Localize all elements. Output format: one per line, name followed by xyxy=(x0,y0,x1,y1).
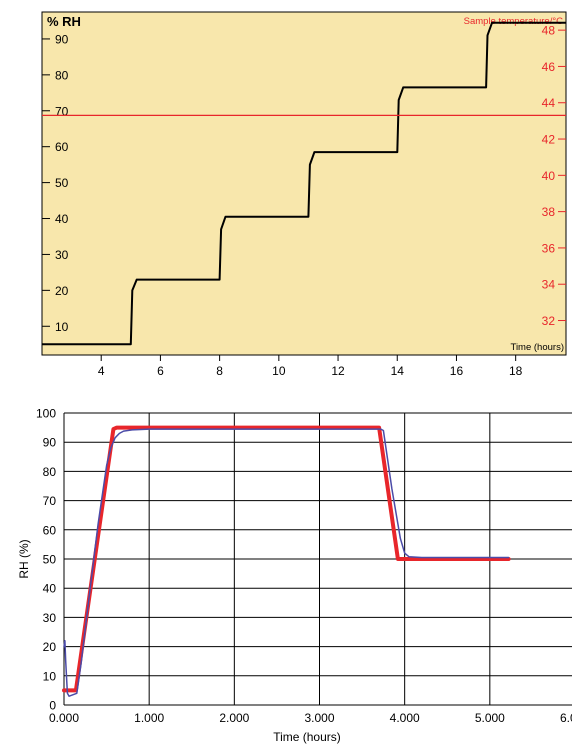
y-tick-label: 70 xyxy=(43,494,57,508)
y-tick-label: 50 xyxy=(55,176,69,190)
y-tick-label: 50 xyxy=(43,553,57,567)
x-tick-label: 4.000 xyxy=(390,711,420,725)
y-tick-label: 90 xyxy=(43,436,57,450)
x-tick-label: 0.000 xyxy=(49,711,79,725)
y-tick-label: 0 xyxy=(49,699,56,713)
y-tick-label: 10 xyxy=(43,669,57,683)
y2-tick-label: 44 xyxy=(542,96,556,110)
y2-tick-label: 48 xyxy=(542,24,556,38)
y-tick-label: 10 xyxy=(55,320,69,334)
y-tick-label: 30 xyxy=(43,611,57,625)
x-tick-label: 3.000 xyxy=(304,711,334,725)
y2-tick-label: 46 xyxy=(542,60,556,74)
y2-tick-label: 34 xyxy=(542,278,556,292)
x-tick-label: 12 xyxy=(331,364,345,378)
y-tick-label: 20 xyxy=(55,284,69,298)
y-tick-label: 40 xyxy=(43,582,57,596)
y2-axis-title: Sample temperature/°C xyxy=(464,16,564,27)
rh-setpoint-line xyxy=(62,425,511,693)
x-tick-label: 8 xyxy=(216,364,223,378)
y2-tick-label: 32 xyxy=(542,314,556,328)
x-tick-label: 14 xyxy=(391,364,405,378)
x-tick-label: 18 xyxy=(509,364,523,378)
y-tick-label: 20 xyxy=(43,640,57,654)
y-tick-label: 60 xyxy=(43,523,57,537)
y2-tick-label: 38 xyxy=(542,205,556,219)
x-tick-label: 1.000 xyxy=(134,711,164,725)
humidity-step-line xyxy=(42,21,566,346)
y2-tick-label: 40 xyxy=(542,169,556,183)
x-axis-title: Time (hours) xyxy=(273,730,341,744)
rh-measured-line xyxy=(63,428,510,697)
x-tick-label: 2.000 xyxy=(219,711,249,725)
y-tick-label: 30 xyxy=(55,248,69,262)
x-tick-label: 4 xyxy=(98,364,105,378)
x-tick-label: 16 xyxy=(450,364,464,378)
y-tick-label: 40 xyxy=(55,212,69,226)
y2-tick-label: 36 xyxy=(542,241,556,255)
y-tick-label: 80 xyxy=(55,68,69,82)
y2-tick-label: 42 xyxy=(542,133,556,147)
plot-area-humidity xyxy=(41,11,567,356)
y-tick-label: 60 xyxy=(55,140,69,154)
x-tick-label: 6.000 xyxy=(560,711,572,725)
y-tick-label: 70 xyxy=(55,104,69,118)
y-axis-title: % RH xyxy=(47,14,81,29)
y-axis-title: RH (%) xyxy=(17,539,31,578)
y-tick-label: 90 xyxy=(55,32,69,46)
x-axis-title: Time (hours) xyxy=(511,342,565,353)
x-tick-label: 6 xyxy=(157,364,164,378)
x-tick-label: 10 xyxy=(272,364,286,378)
y-tick-label: 100 xyxy=(36,407,56,421)
y-tick-label: 80 xyxy=(43,465,57,479)
x-tick-label: 5.000 xyxy=(475,711,505,725)
